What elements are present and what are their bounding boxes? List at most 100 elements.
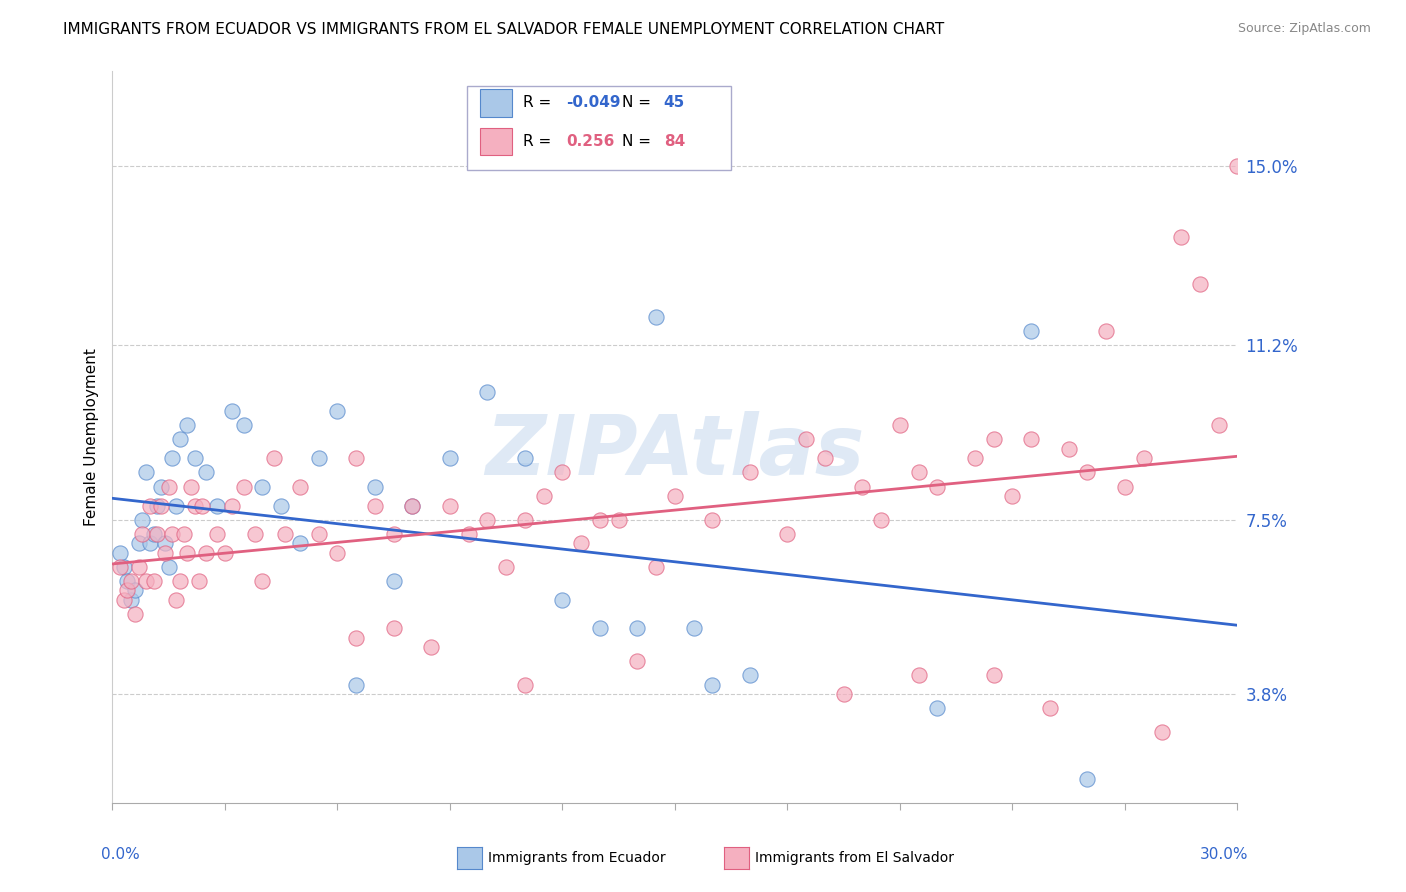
Point <box>832 687 855 701</box>
Text: R =: R = <box>523 134 557 149</box>
Text: 45: 45 <box>664 95 685 111</box>
Text: R =: R = <box>523 95 557 111</box>
Point <box>150 499 173 513</box>
Text: Immigrants from Ecuador: Immigrants from Ecuador <box>488 851 665 865</box>
Point <box>270 499 292 513</box>
Point <box>1132 451 1154 466</box>
Point <box>1076 772 1098 787</box>
Point <box>120 574 142 588</box>
Point <box>157 480 180 494</box>
Point <box>128 536 150 550</box>
FancyBboxPatch shape <box>467 86 731 170</box>
Point <box>589 621 612 635</box>
Point <box>207 526 229 541</box>
Point <box>1152 725 1174 739</box>
Point <box>120 593 142 607</box>
Point <box>1208 418 1230 433</box>
Point <box>364 499 387 513</box>
Point <box>983 433 1005 447</box>
Point <box>139 536 162 550</box>
Point <box>477 385 499 400</box>
Point <box>165 499 187 513</box>
Point <box>142 574 165 588</box>
Point <box>173 526 195 541</box>
Point <box>794 433 817 447</box>
Point <box>1226 159 1249 173</box>
Point <box>326 546 349 560</box>
Point <box>221 499 243 513</box>
Point <box>1095 324 1118 338</box>
Point <box>274 526 297 541</box>
Point <box>477 513 499 527</box>
Point <box>889 418 911 433</box>
Point <box>139 499 162 513</box>
Point <box>1057 442 1080 456</box>
Point <box>117 574 139 588</box>
Point <box>401 499 423 513</box>
Point <box>607 513 630 527</box>
Point <box>870 513 893 527</box>
Point <box>626 621 648 635</box>
Point <box>1019 324 1042 338</box>
Point <box>1114 480 1136 494</box>
Point <box>1001 489 1024 503</box>
Point <box>645 559 668 574</box>
Point <box>252 480 274 494</box>
Point <box>131 513 153 527</box>
Point <box>288 480 311 494</box>
Point <box>187 574 209 588</box>
Point <box>117 583 139 598</box>
Y-axis label: Female Unemployment: Female Unemployment <box>83 348 98 526</box>
Point <box>162 526 184 541</box>
Point <box>153 536 176 550</box>
Point <box>382 526 405 541</box>
Point <box>180 480 202 494</box>
Point <box>243 526 266 541</box>
Text: 84: 84 <box>664 134 685 149</box>
Point <box>439 451 461 466</box>
Point <box>326 404 349 418</box>
Point <box>252 574 274 588</box>
Point <box>664 489 686 503</box>
Point <box>169 574 191 588</box>
Point <box>150 480 173 494</box>
Point <box>135 466 157 480</box>
Point <box>702 678 724 692</box>
Text: 0.0%: 0.0% <box>101 847 141 862</box>
Point <box>124 607 146 621</box>
Point <box>142 526 165 541</box>
Point <box>983 668 1005 682</box>
Point <box>162 451 184 466</box>
Point <box>401 499 423 513</box>
Point <box>308 451 330 466</box>
Point <box>112 593 135 607</box>
Point <box>221 404 243 418</box>
Point <box>184 499 207 513</box>
Point <box>344 631 367 645</box>
Point <box>382 574 405 588</box>
Point <box>927 480 949 494</box>
Point <box>112 559 135 574</box>
Point <box>589 513 612 527</box>
Point <box>191 499 214 513</box>
Point <box>232 480 254 494</box>
Bar <box>481 128 512 155</box>
Point <box>439 499 461 513</box>
Point <box>131 526 153 541</box>
Point <box>702 513 724 527</box>
Point <box>1039 701 1062 715</box>
Text: 30.0%: 30.0% <box>1201 847 1249 862</box>
Point <box>533 489 555 503</box>
Point <box>1188 277 1211 291</box>
Point <box>344 451 367 466</box>
Text: -0.049: -0.049 <box>565 95 620 111</box>
Point <box>851 480 873 494</box>
Point <box>108 559 131 574</box>
Point <box>195 466 218 480</box>
Point <box>157 559 180 574</box>
Point <box>927 701 949 715</box>
Point <box>457 526 479 541</box>
Point <box>645 310 668 324</box>
Text: ZIPAtlas: ZIPAtlas <box>485 411 865 492</box>
Point <box>146 526 169 541</box>
